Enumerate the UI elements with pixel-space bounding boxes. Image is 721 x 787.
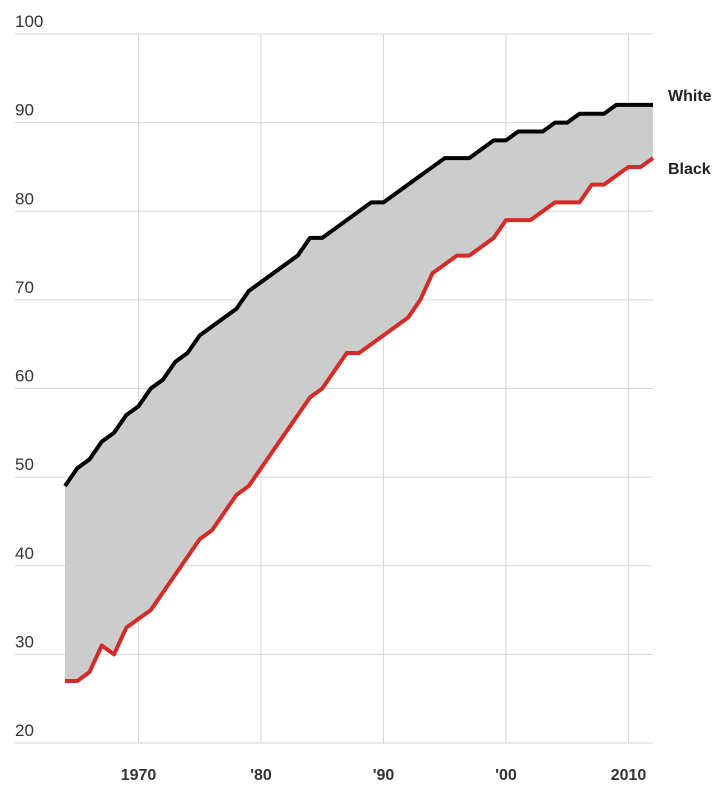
y-tick-label: 40 <box>15 544 34 563</box>
series-lines <box>63 102 655 683</box>
x-tick-label: '90 <box>373 767 395 784</box>
y-tick-label: 30 <box>15 632 34 651</box>
y-tick-label: 90 <box>15 101 34 120</box>
series-line-white <box>63 102 653 488</box>
x-tick-label: 1970 <box>121 767 157 784</box>
y-tick-label: 60 <box>15 367 34 386</box>
y-tick-label: 20 <box>15 721 34 740</box>
y-tick-label: 70 <box>15 278 34 297</box>
y-tick-label: 50 <box>15 455 34 474</box>
series-line-black <box>65 156 655 683</box>
x-tick-label: '00 <box>495 767 517 784</box>
gap-area <box>65 104 653 681</box>
series-labels: White Black <box>668 88 712 178</box>
y-tick-label: 100 <box>15 12 43 31</box>
x-tick-label: '80 <box>250 767 272 784</box>
series-label-white: White <box>668 88 712 105</box>
y-axis: 20 30 40 50 60 70 80 90 100 <box>15 12 43 740</box>
x-tick-label: 2010 <box>611 767 647 784</box>
y-tick-label: 80 <box>15 189 34 208</box>
x-axis: 1970 '80 '90 '00 2010 <box>121 767 647 784</box>
series-label-black: Black <box>668 161 711 178</box>
